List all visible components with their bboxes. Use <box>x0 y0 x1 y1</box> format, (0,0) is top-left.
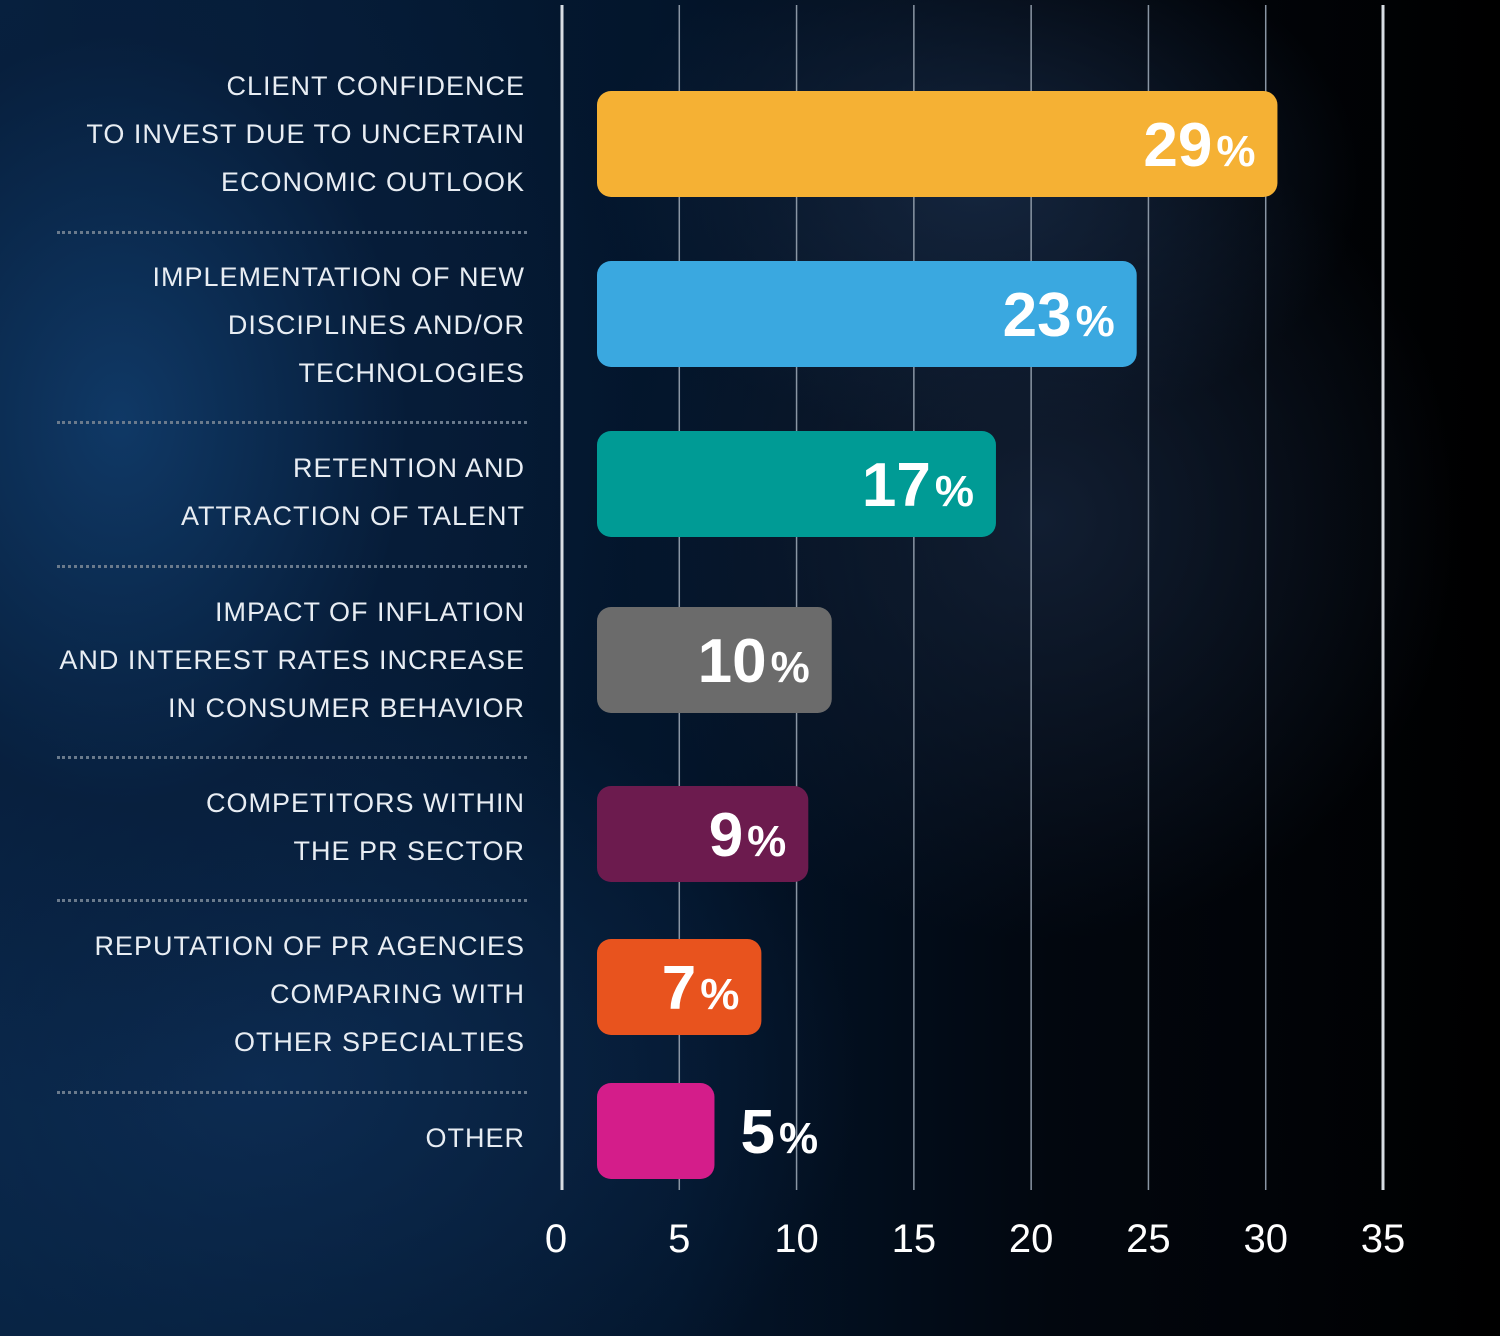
bar-value-label: 23% <box>1003 281 1115 350</box>
bar-value-label: 29% <box>1143 111 1255 180</box>
category-separator <box>57 899 527 902</box>
bar <box>597 1083 715 1179</box>
bar <box>597 261 1137 367</box>
x-tick-label: 10 <box>774 1217 819 1261</box>
bars <box>597 91 1278 1179</box>
bar <box>597 91 1278 197</box>
value-number: 5 <box>740 1098 774 1167</box>
x-tick-label: 25 <box>1126 1217 1171 1261</box>
category-label: RETENTION AND ATTRACTION OF TALENT <box>180 453 525 531</box>
value-unit: % <box>1076 297 1115 346</box>
value-number: 9 <box>709 801 743 870</box>
value-number: 29 <box>1143 111 1212 180</box>
category-label: COMPETITORS WITHIN THE PR SECTOR <box>206 788 525 866</box>
x-tick-label: 15 <box>892 1217 937 1261</box>
x-tick-label: 35 <box>1361 1217 1406 1261</box>
category-separator <box>57 231 527 234</box>
x-tick-label: 30 <box>1243 1217 1288 1261</box>
value-number: 17 <box>862 451 931 520</box>
data-labels: 29%23%17%10%9%7%5% <box>662 111 1256 1167</box>
category-separator <box>57 1091 527 1094</box>
x-axis-ticks: 0 5 10 15 20 25 30 35 <box>545 1217 1405 1261</box>
category-label: IMPACT OF INFLATION AND INTEREST RATES I… <box>59 597 525 723</box>
x-tick-label: 20 <box>1009 1217 1054 1261</box>
value-unit: % <box>771 643 810 692</box>
value-number: 10 <box>698 627 767 696</box>
bar-value-label: 9% <box>709 801 787 870</box>
value-unit: % <box>747 817 786 866</box>
x-tick-label: 5 <box>668 1217 690 1261</box>
category-separator <box>57 756 527 759</box>
value-number: 23 <box>1003 281 1072 350</box>
bar <box>597 607 832 713</box>
bar-value-label: 17% <box>862 451 974 520</box>
value-number: 7 <box>662 954 696 1023</box>
x-tick-label: 0 <box>545 1217 567 1261</box>
bar <box>597 939 762 1035</box>
bar-value-label: 10% <box>698 627 810 696</box>
gridlines <box>560 5 1385 1190</box>
category-label: CLIENT CONFIDENCE TO INVEST DUE TO UNCER… <box>86 71 525 197</box>
category-separator <box>57 421 527 424</box>
value-unit: % <box>779 1114 818 1163</box>
value-unit: % <box>1216 127 1255 176</box>
category-label: REPUTATION OF PR AGENCIES COMPARING WITH… <box>94 931 525 1057</box>
category-separator <box>57 565 527 568</box>
bar <box>597 431 996 537</box>
category-label: IMPLEMENTATION OF NEW DISCIPLINES AND/OR… <box>152 262 525 388</box>
bar <box>597 786 809 882</box>
category-label: OTHER <box>425 1123 525 1153</box>
bar-value-label: 7% <box>662 954 740 1023</box>
value-unit: % <box>700 970 739 1019</box>
bar-value-label: 5% <box>740 1098 818 1167</box>
value-unit: % <box>935 467 974 516</box>
